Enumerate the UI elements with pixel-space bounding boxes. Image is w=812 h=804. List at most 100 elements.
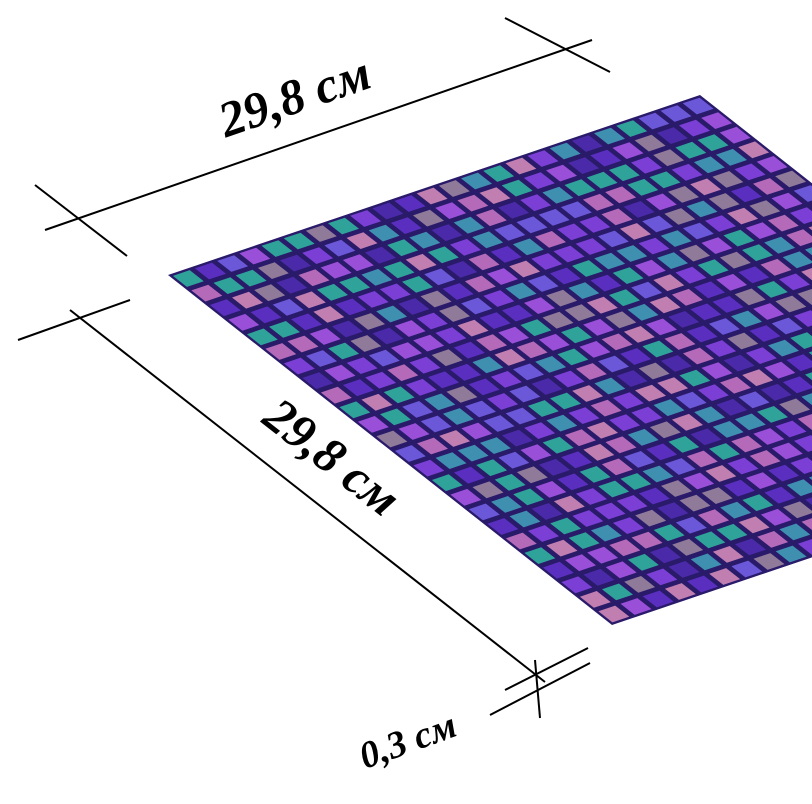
mosaic-tile (616, 245, 648, 262)
mosaic-tile (265, 343, 297, 360)
mosaic-tile (568, 532, 600, 549)
mosaic-tile (605, 436, 637, 454)
mosaic-tile (453, 341, 485, 359)
mosaic-tile (505, 532, 537, 550)
mosaic-tile (602, 583, 633, 601)
mosaic-tile (535, 356, 567, 373)
mosaic-tile (468, 253, 500, 271)
mosaic-tile (698, 509, 729, 527)
mosaic-tile (379, 283, 411, 301)
mosaic-tile (793, 310, 812, 327)
mosaic-tile (797, 413, 812, 430)
mosaic-tile (368, 224, 400, 242)
mosaic-tile (687, 575, 718, 593)
mosaic-tile (309, 328, 341, 345)
mosaic-tile (291, 313, 323, 331)
mosaic-tile (620, 473, 652, 490)
mosaic-tile (294, 291, 326, 309)
mosaic-tile (575, 363, 607, 380)
mosaic-tile (513, 488, 545, 506)
mosaic-tile (653, 149, 685, 167)
mosaic-tile (394, 195, 426, 212)
mosaic-tile (635, 509, 667, 527)
mosaic-tile (546, 414, 578, 432)
mosaic-tile (416, 187, 448, 205)
mosaic-tile (620, 598, 652, 615)
mosaic-tile (682, 222, 714, 240)
mosaic-tile (498, 201, 529, 219)
mosaic-tile (409, 231, 441, 249)
mosaic-tile (472, 356, 504, 374)
mosaic-tile (686, 200, 718, 218)
mosaic-tile (305, 225, 337, 242)
mosaic-tile (413, 209, 444, 227)
mosaic-tile (720, 501, 752, 519)
mosaic-tile (712, 421, 744, 438)
mosaic-tile (738, 516, 770, 534)
mosaic-tile (528, 525, 559, 542)
mosaic-tile (424, 268, 456, 286)
mosaic-tile (213, 277, 245, 294)
mosaic-tile (387, 364, 419, 382)
mosaic-tile (420, 290, 452, 308)
mosaic-tile (538, 208, 570, 226)
mosaic-tile (261, 240, 293, 257)
mosaic-tile (775, 170, 807, 188)
mosaic-tile (346, 357, 378, 374)
mosaic-tile (472, 481, 504, 499)
mosaic-tile (557, 348, 589, 366)
mosaic-tile (794, 435, 812, 452)
mosaic-tile (424, 393, 456, 411)
mosaic-tile (679, 494, 711, 512)
mosaic-tile (568, 282, 600, 299)
mosaic-tile (431, 474, 463, 492)
mosaic-tile (513, 363, 544, 381)
mosaic-tile (646, 443, 678, 461)
mosaic-tile (746, 472, 777, 489)
mosaic-tile (365, 246, 396, 264)
mosaic-tile (491, 496, 522, 513)
mosaic-tile (723, 229, 755, 247)
mosaic-tile (520, 194, 552, 212)
mosaic-tile (642, 340, 674, 358)
mosaic-tile (697, 384, 729, 402)
mosaic-tile (446, 261, 478, 278)
mosaic-tile (549, 267, 581, 285)
mosaic-tile (269, 321, 300, 338)
mosaic-tile (575, 238, 607, 255)
mosaic-tile (457, 319, 489, 337)
mosaic-tile (516, 341, 548, 359)
mosaic-tile (343, 379, 374, 397)
mosaic-tile (435, 327, 467, 344)
mosaic-tile (417, 437, 448, 455)
mosaic-tile (550, 392, 581, 410)
mosaic-tile (664, 458, 696, 475)
mosaic-tile (742, 244, 773, 262)
mosaic-tile (428, 371, 459, 389)
mosaic-tile (357, 291, 389, 308)
mosaic-tile (613, 517, 644, 534)
mosaic-tile (472, 231, 504, 249)
mosaic-tile (779, 398, 811, 416)
mosaic-tile (232, 291, 263, 309)
mosaic-tile (431, 224, 463, 242)
mosaic-tile (694, 281, 725, 299)
mosaic-tile (597, 230, 629, 248)
mosaic-tile (439, 430, 471, 447)
mosaic-tile (361, 393, 393, 411)
mosaic-tile (435, 452, 467, 469)
mosaic-tile (572, 510, 604, 527)
mosaic-tile (490, 371, 522, 388)
mosaic-tile (409, 356, 441, 374)
mosaic-tile (487, 268, 518, 285)
mosaic-tile (346, 232, 378, 249)
mosaic-tile (771, 317, 803, 335)
mosaic-tile (738, 141, 770, 159)
mosaic-tile (450, 363, 482, 381)
mosaic-tile (413, 334, 445, 352)
mosaic-tile (605, 561, 637, 579)
mosaic-tile (768, 464, 800, 482)
mosaic-tile (675, 391, 707, 409)
mosaic-tile (690, 178, 722, 196)
